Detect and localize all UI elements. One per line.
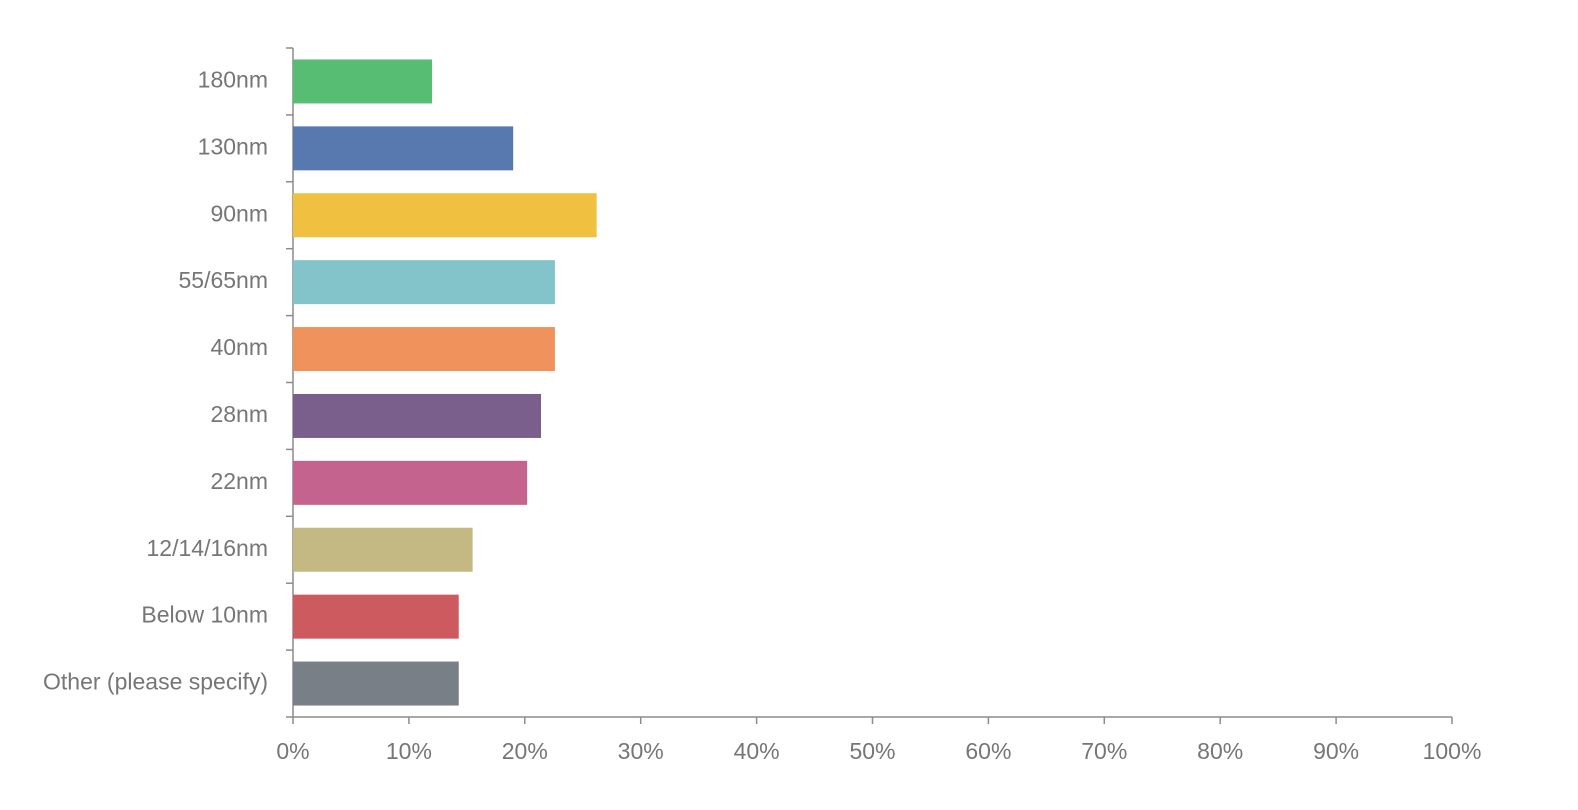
x-tick-label: 70% [1081,738,1127,764]
bar [293,460,528,505]
bar [293,393,542,438]
x-tick-label: 0% [276,738,309,764]
bar [293,59,433,104]
bar [293,260,555,305]
bar [293,193,597,238]
x-tick-label: 20% [502,738,548,764]
x-tick-label: 40% [734,738,780,764]
y-tick-label: 90nm [210,200,268,226]
y-tick-label: 130nm [198,133,268,159]
y-tick-label: 180nm [198,67,268,93]
y-tick-label: Other (please specify) [43,669,268,695]
y-tick-label: 22nm [210,468,268,494]
x-tick-label: 60% [965,738,1011,764]
y-tick-label: 12/14/16nm [147,535,268,561]
x-tick-label: 80% [1197,738,1243,764]
x-tick-label: 50% [849,738,895,764]
bar [293,661,459,706]
x-tick-label: 90% [1313,738,1359,764]
x-tick-label: 30% [618,738,664,764]
bar [293,527,473,572]
bar [293,594,459,639]
y-tick-label: 40nm [210,334,268,360]
x-tick-label: 100% [1423,738,1482,764]
x-tick-label: 10% [386,738,432,764]
bar [293,327,555,372]
y-tick-label: Below 10nm [141,602,268,628]
bar [293,126,514,171]
y-tick-label: 55/65nm [178,267,268,293]
y-tick-label: 28nm [210,401,268,427]
